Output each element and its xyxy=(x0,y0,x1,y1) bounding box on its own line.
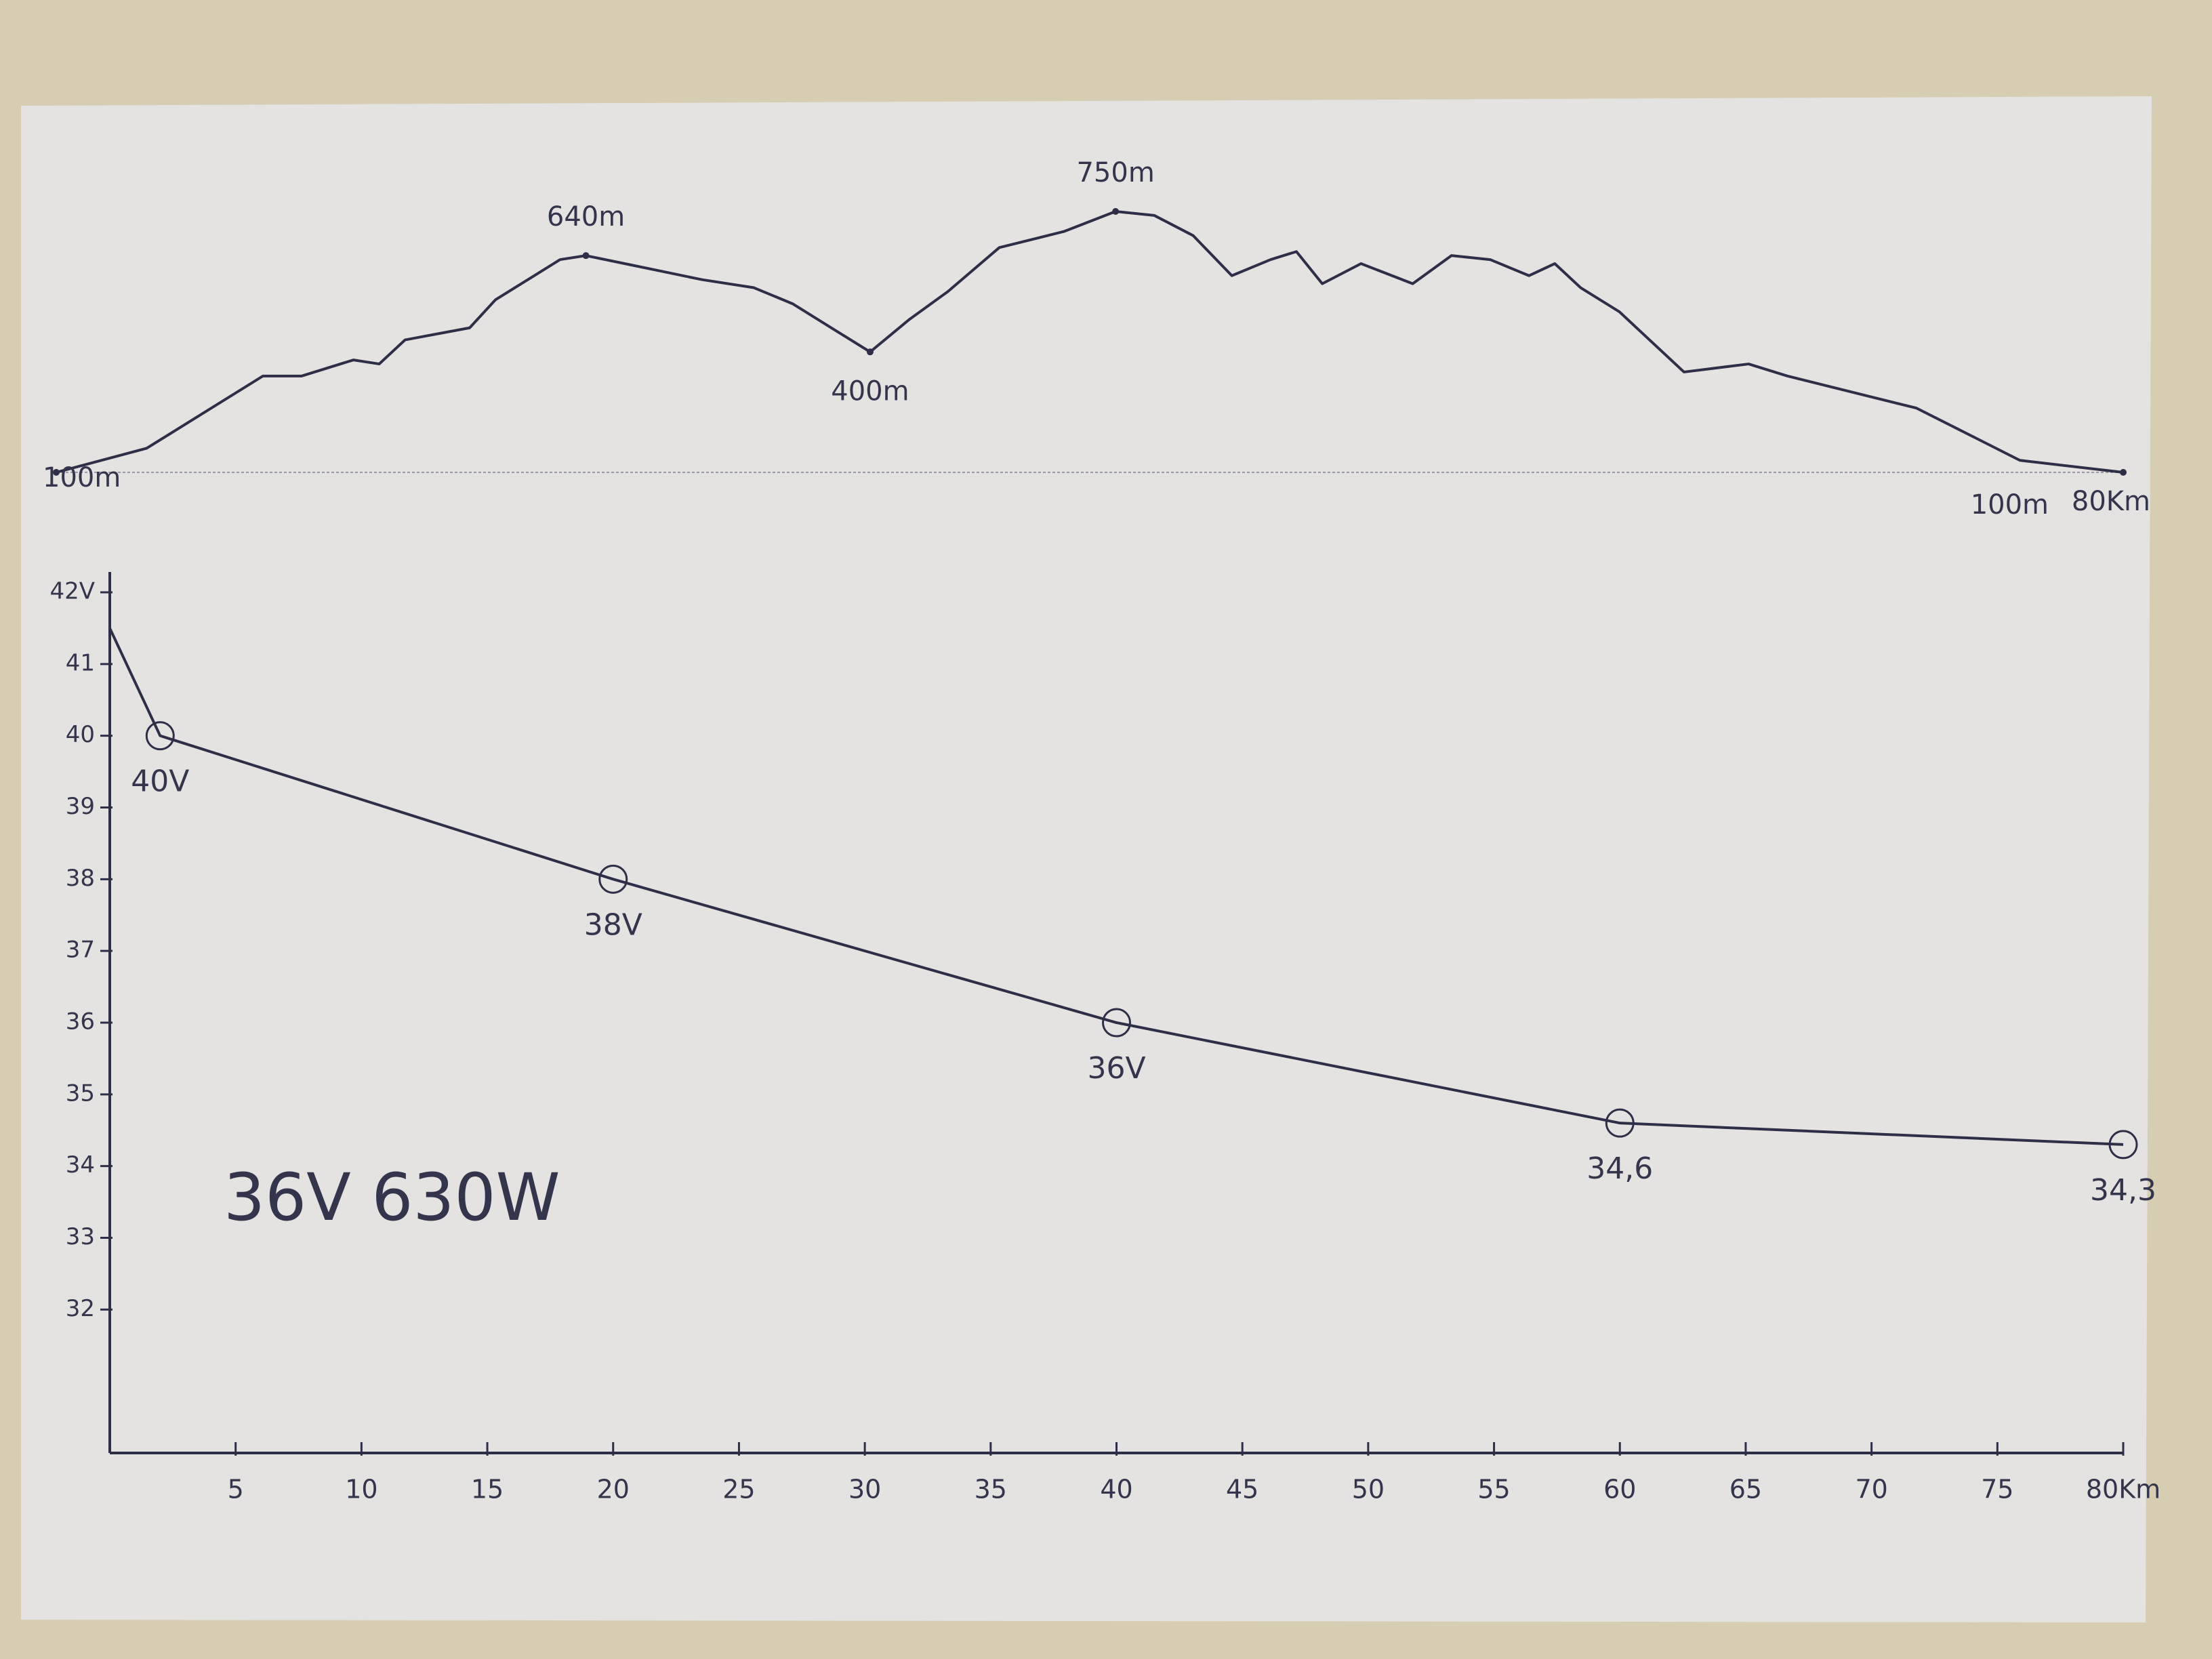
paper xyxy=(21,96,2152,1622)
annotation-label: 100m xyxy=(43,462,121,493)
x-tick-label: 35 xyxy=(975,1475,1007,1504)
elevation-chart: 100m 640m 400m 750m 100m 80Km xyxy=(43,157,2150,520)
end-label: 80Km xyxy=(2072,486,2150,517)
x-tick-label: 55 xyxy=(1477,1475,1510,1504)
value-label: 40V xyxy=(131,764,189,799)
annotation-label: 400m xyxy=(831,375,909,407)
x-tick-label: 20 xyxy=(597,1475,630,1504)
y-tick-label: 34 xyxy=(66,1151,95,1179)
annotation-label: 750m xyxy=(1076,157,1154,188)
x-tick-label: 25 xyxy=(722,1475,755,1504)
annotation: 36V 630W xyxy=(224,1160,560,1235)
x-tick-label: 80Km xyxy=(2086,1475,2160,1504)
y-tick-label: 40 xyxy=(66,721,95,748)
y-tick-label: 41 xyxy=(66,649,95,676)
annotation-dot xyxy=(582,252,590,260)
y-tick-label: 33 xyxy=(66,1223,95,1250)
value-label: 36V xyxy=(1087,1051,1145,1086)
point-marker xyxy=(1102,1008,1131,1038)
value-label: 34,6 xyxy=(1586,1151,1653,1186)
point-marker xyxy=(145,721,175,751)
y-tick-label: 42V xyxy=(49,578,95,605)
value-label: 34,3 xyxy=(2090,1173,2156,1208)
value-label: 38V xyxy=(584,907,642,942)
x-tick-label: 15 xyxy=(471,1475,504,1504)
annotation-label: 640m xyxy=(547,201,625,232)
annotation-dot xyxy=(53,469,60,476)
annotation-dot xyxy=(1112,208,1120,215)
x-tick-label: 10 xyxy=(345,1475,377,1504)
point-marker xyxy=(1605,1108,1635,1138)
point-marker xyxy=(2108,1130,2138,1160)
x-tick-label: 45 xyxy=(1226,1475,1258,1504)
voltage-line xyxy=(108,628,2124,1146)
annotation-dot xyxy=(2120,469,2127,476)
y-tick-label: 36 xyxy=(66,1008,95,1036)
y-tick-label: 38 xyxy=(66,865,95,892)
x-tick-label: 5 xyxy=(228,1475,244,1504)
x-tick-label: 30 xyxy=(848,1475,881,1504)
y-tick-label: 39 xyxy=(66,793,95,820)
y-tick-label: 35 xyxy=(66,1080,95,1107)
point-marker xyxy=(598,864,628,894)
x-tick-label: 75 xyxy=(1981,1475,2013,1504)
x-tick-label: 70 xyxy=(1855,1475,1887,1504)
x-tick-label: 60 xyxy=(1603,1475,1636,1504)
x-tick-label: 65 xyxy=(1729,1475,1762,1504)
annotation-label: 100m xyxy=(1971,489,2049,520)
y-tick-label: 32 xyxy=(66,1295,95,1322)
voltage-chart: 32 33 34 35 36 37 38 39 40 41 42V 5 10 15 20 25 30 35 40 45… xyxy=(49,572,2160,1504)
elevation-line xyxy=(56,210,2124,474)
annotation-dot xyxy=(866,348,874,356)
x-tick-label: 50 xyxy=(1352,1475,1385,1504)
x-tick-label: 40 xyxy=(1100,1475,1132,1504)
y-tick-label: 37 xyxy=(66,937,95,964)
